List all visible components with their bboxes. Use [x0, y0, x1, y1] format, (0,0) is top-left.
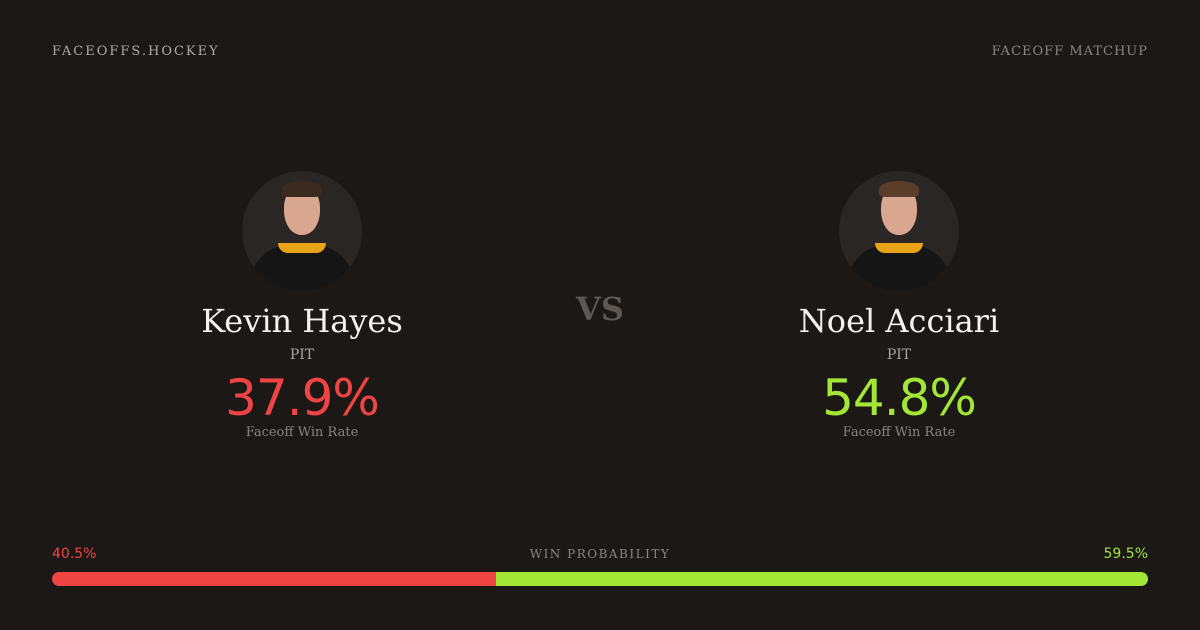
- player-avatar: [839, 171, 959, 291]
- win-probability-left: 40.5%: [52, 546, 97, 562]
- win-probability-bar: [52, 572, 1148, 586]
- win-rate-value: 37.9%: [225, 369, 380, 427]
- vs-label: VS: [576, 290, 624, 328]
- win-probability-segment-left: [52, 572, 496, 586]
- site-brand: FACEOFFS.HOCKEY: [52, 44, 220, 59]
- player-name: Noel Acciari: [798, 302, 1000, 340]
- win-probability-title: WIN PROBABILITY: [529, 547, 671, 561]
- player-avatar: [242, 171, 362, 291]
- page-label: FACEOFF MATCHUP: [991, 44, 1148, 59]
- player-name: Kevin Hayes: [201, 302, 403, 340]
- win-rate-label: Faceoff Win Rate: [245, 425, 359, 440]
- win-probability-right: 59.5%: [1103, 546, 1148, 562]
- win-rate-label: Faceoff Win Rate: [842, 425, 956, 440]
- player-card-right: Noel Acciari PIT 54.8% Faceoff Win Rate: [699, 171, 1099, 440]
- win-rate-value: 54.8%: [822, 369, 977, 427]
- player-team: PIT: [886, 347, 912, 363]
- player-card-left: Kevin Hayes PIT 37.9% Faceoff Win Rate: [102, 171, 502, 440]
- win-probability-segment-right: [495, 572, 1148, 586]
- player-team: PIT: [289, 347, 315, 363]
